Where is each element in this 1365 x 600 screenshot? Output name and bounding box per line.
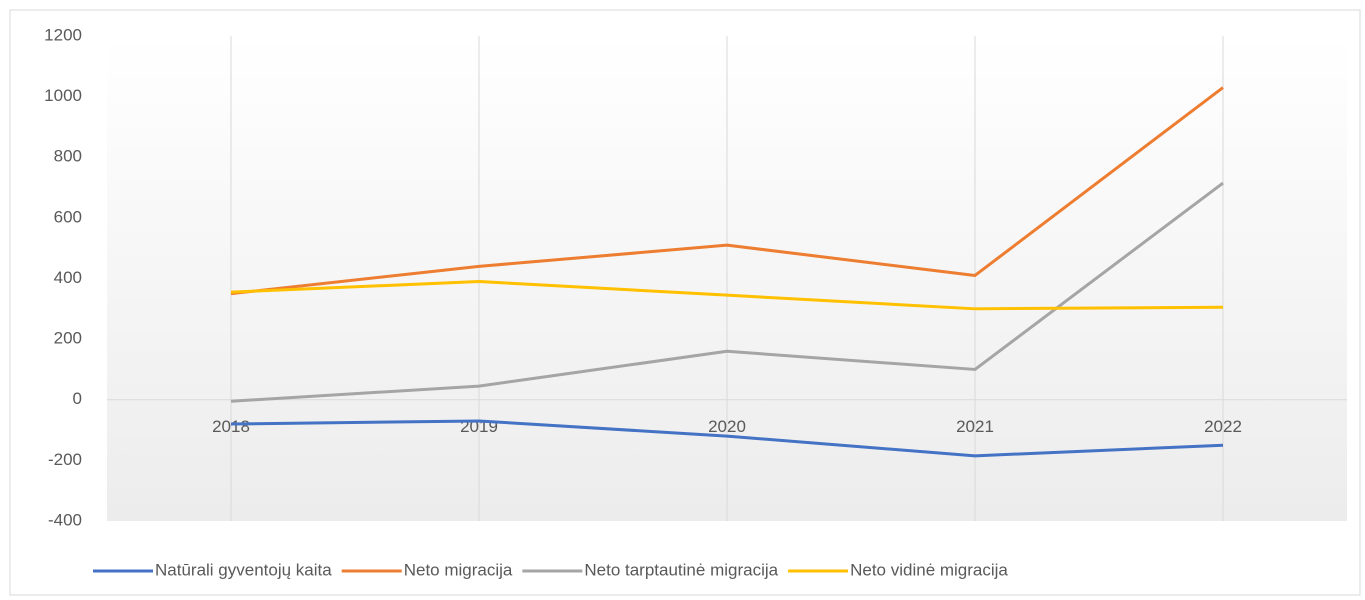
y-tick-label: -400 xyxy=(48,510,82,529)
series-line xyxy=(230,419,1224,458)
series-line xyxy=(230,86,1224,296)
y-tick-label: 1200 xyxy=(44,25,82,44)
y-tick-label: 200 xyxy=(54,329,82,348)
y-tick-label: 0 xyxy=(73,389,82,408)
legend-label: Neto migracija xyxy=(404,560,513,579)
y-tick-label: 800 xyxy=(54,147,82,166)
x-tick-label: 2020 xyxy=(708,417,746,436)
y-tick-label: 1000 xyxy=(44,86,82,105)
legend-label: Neto tarptautinė migracija xyxy=(584,560,778,579)
x-tick-label: 2021 xyxy=(956,417,994,436)
series-line xyxy=(230,280,1224,311)
legend-label: Natūrali gyventojų kaita xyxy=(155,560,332,579)
x-tick-label: 2022 xyxy=(1204,417,1242,436)
y-tick-label: -200 xyxy=(48,450,82,469)
y-tick-label: 400 xyxy=(54,268,82,287)
y-tick-label: 600 xyxy=(54,207,82,226)
x-tick-label: 2018 xyxy=(212,417,250,436)
legend-label: Neto vidinė migracija xyxy=(850,560,1008,579)
